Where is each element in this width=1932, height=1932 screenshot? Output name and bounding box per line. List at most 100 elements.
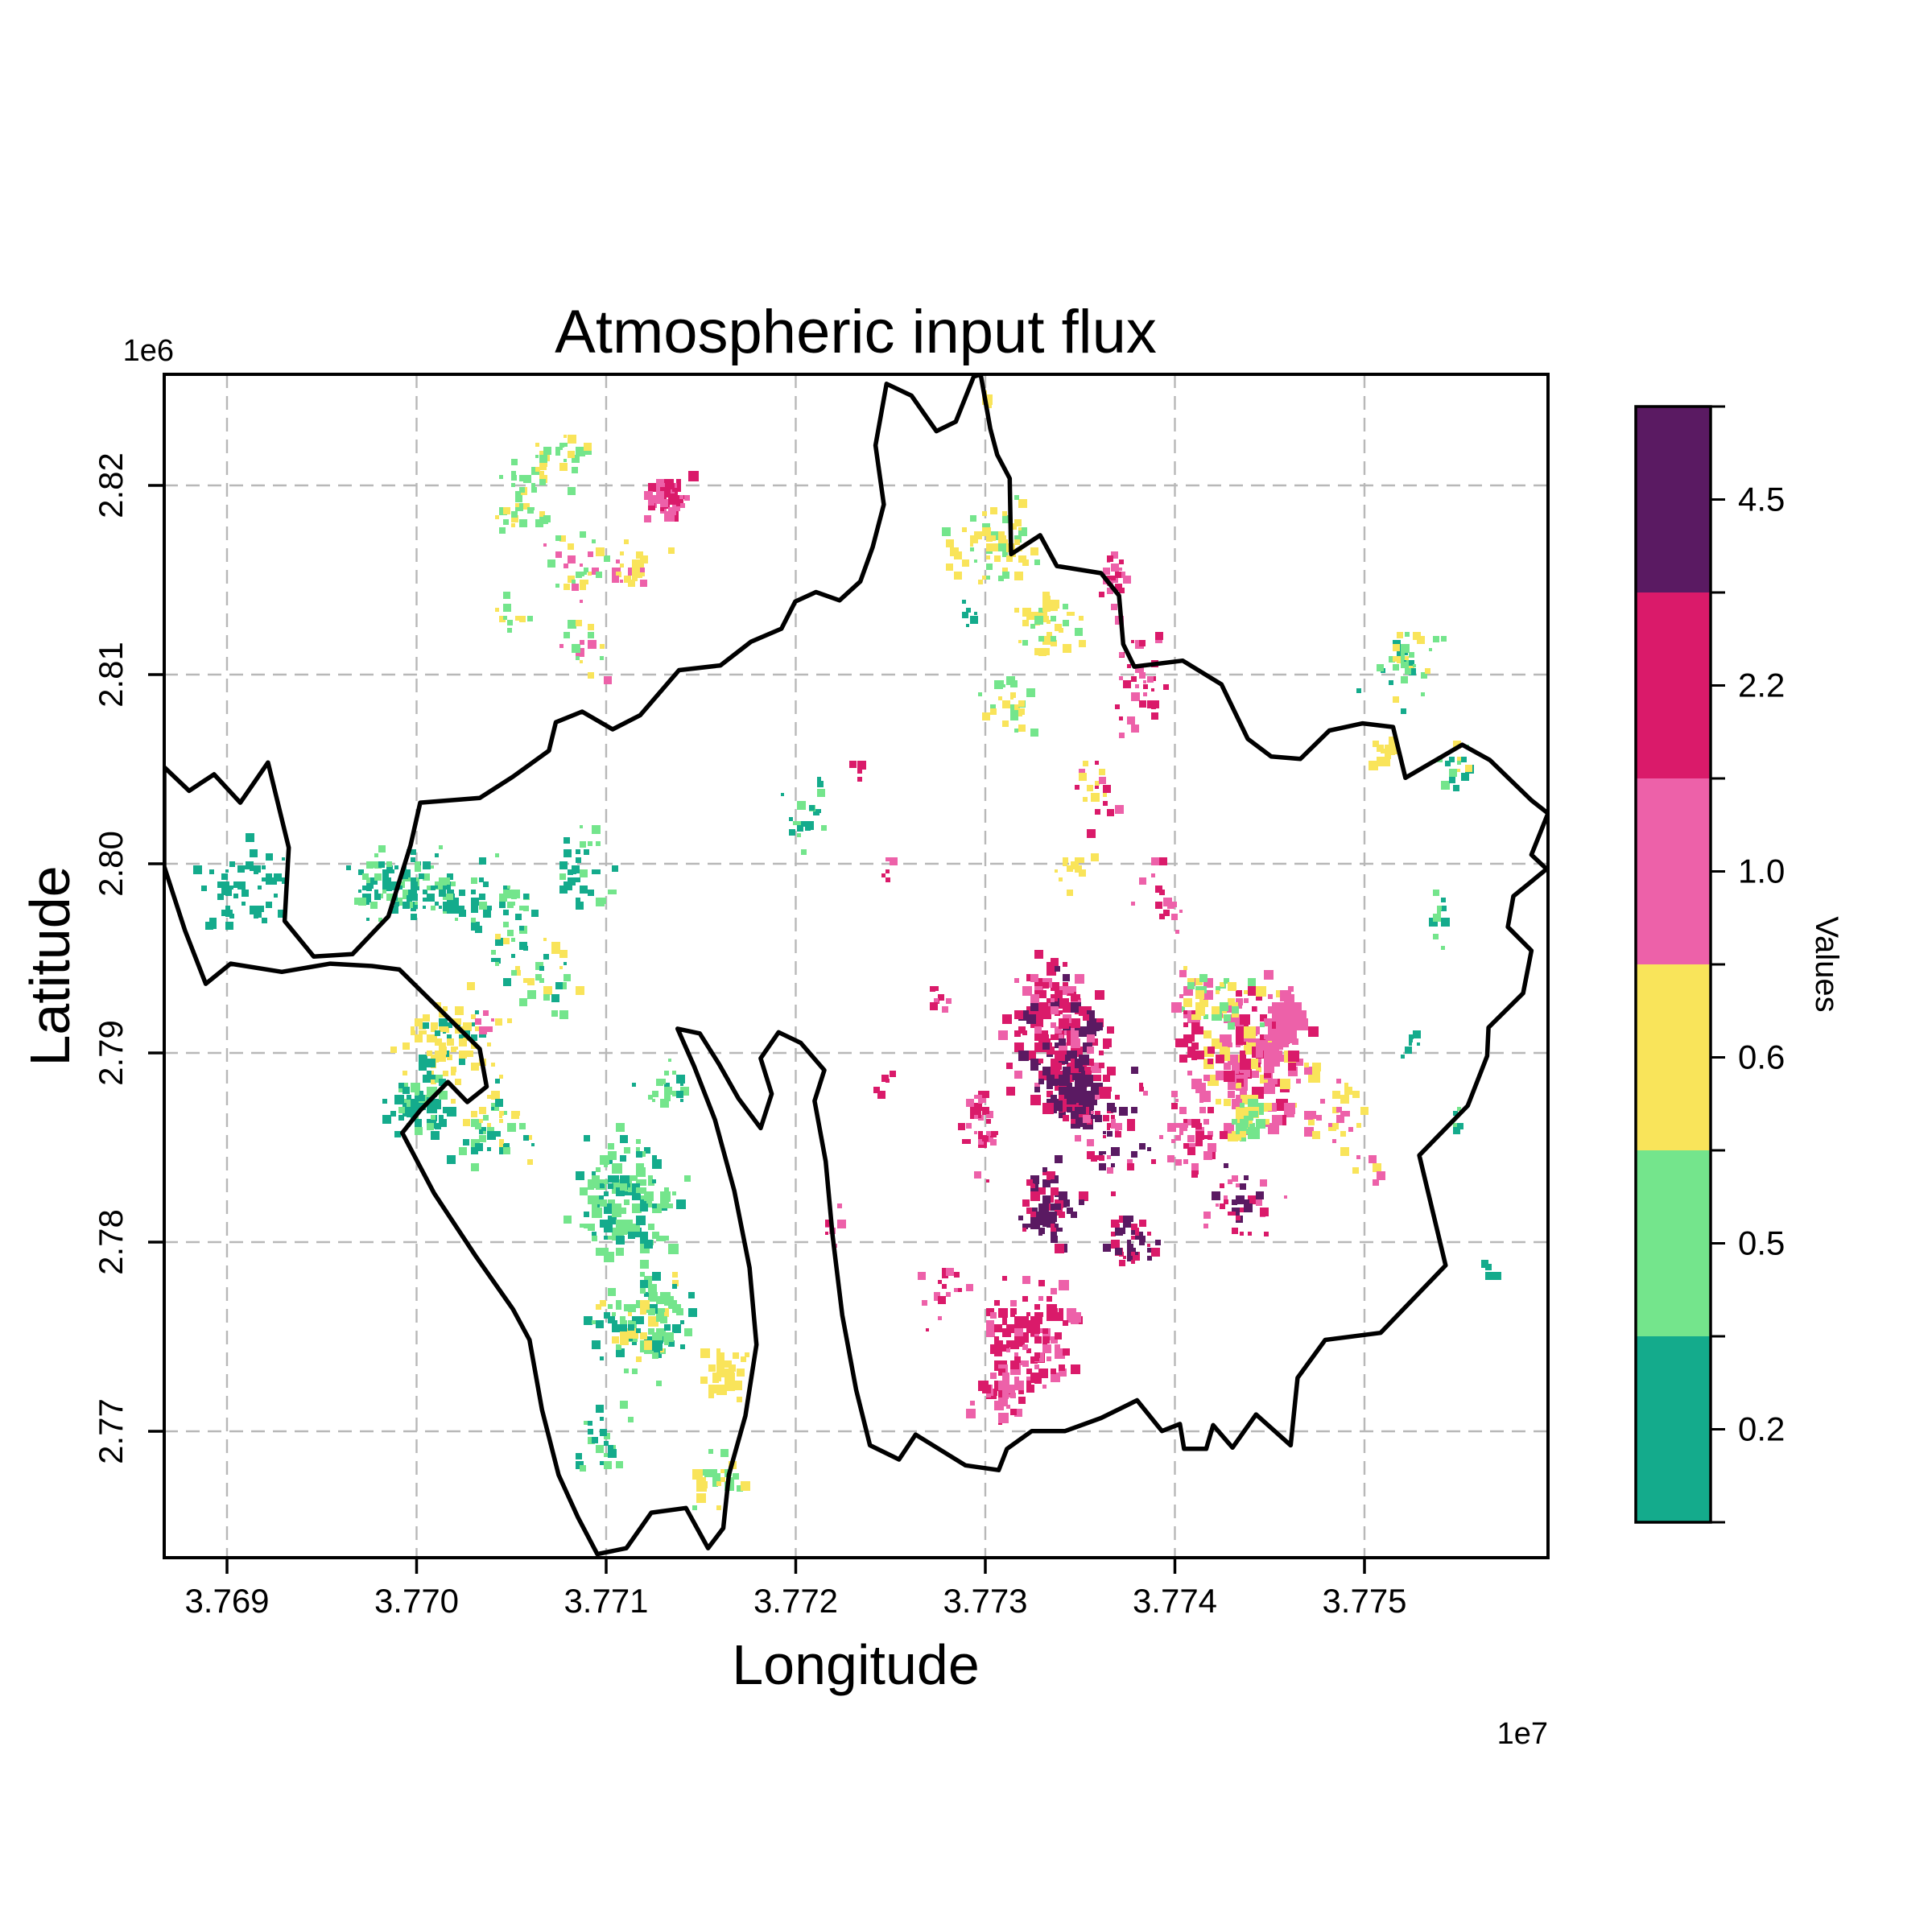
raster-cell [531,483,535,487]
raster-cell [1264,1083,1275,1094]
raster-cell [1095,785,1099,789]
raster-cell [439,1046,447,1055]
raster-cell [1087,1006,1092,1011]
raster-cell [398,1115,404,1121]
raster-cell [1340,1095,1349,1104]
raster-cell [1135,684,1139,688]
raster-cell [423,861,431,869]
raster-cell [1131,1260,1135,1264]
raster-cell [362,886,367,890]
raster-cell [608,1316,615,1323]
raster-cell [439,877,447,886]
raster-cell [427,1071,431,1075]
raster-cell [1481,1264,1485,1268]
raster-cell [1171,914,1178,920]
raster-cell [1171,1002,1182,1013]
raster-speckles [193,390,1501,1510]
raster-cell [1216,1055,1224,1063]
raster-cell [978,1131,983,1136]
raster-cell [668,487,675,493]
raster-cell [1336,1079,1341,1084]
raster-cell [1356,1155,1360,1159]
raster-cell [660,1099,669,1108]
raster-cell [600,656,604,660]
raster-cell [978,1099,983,1104]
raster-cell [463,1139,469,1146]
raster-cell [471,1123,474,1126]
raster-cell [733,1352,739,1359]
raster-cell [600,1300,606,1307]
raster-cell [1421,692,1425,696]
raster-cell [1042,1368,1046,1373]
raster-cell [580,825,583,828]
raster-cell [1038,636,1044,642]
raster-cell [596,572,602,578]
raster-cell [628,1328,638,1339]
raster-cell [402,1103,409,1109]
raster-cell [229,861,235,867]
raster-cell [1409,664,1414,670]
raster-cell [1240,1111,1247,1118]
raster-cell [1002,1316,1007,1321]
raster-cell [495,1099,503,1107]
raster-cell [1155,1240,1161,1245]
raster-cell [543,543,547,547]
raster-cell [1115,1095,1120,1100]
raster-cell [680,1344,685,1349]
colorbar-tick-label: 0.5 [1738,1224,1785,1262]
raster-cell [1248,1127,1260,1139]
raster-cell [1288,994,1294,1001]
raster-cell [1312,1131,1320,1139]
raster-cell [551,1010,558,1017]
raster-cell [1328,1123,1332,1127]
raster-cell [1368,761,1378,770]
raster-cell [419,1095,425,1101]
raster-cell [596,841,601,846]
raster-cell [1111,1163,1115,1167]
raster-cell [640,1332,647,1340]
raster-cell [974,1095,978,1099]
raster-cell [584,1135,590,1141]
raster-cell [1236,1034,1246,1045]
raster-cell [1055,966,1060,972]
raster-cell [1022,1030,1027,1035]
raster-cell [737,1397,742,1402]
raster-cell [982,576,986,580]
raster-cell [612,1336,619,1344]
raster-cell [1087,1034,1095,1042]
raster-cell [559,982,567,989]
raster-cell [966,608,971,613]
raster-cell [1252,1071,1259,1078]
raster-cell [1429,918,1438,927]
y-tick-label: 2.77 [92,1398,130,1464]
raster-cell [1038,1079,1044,1084]
raster-cell [423,890,427,894]
raster-cell [580,1224,584,1228]
raster-cell [209,918,217,925]
raster-cell [1401,676,1408,683]
raster-cell [1220,982,1224,987]
raster-cell [568,620,576,629]
raster-cell [817,781,824,787]
raster-cell [938,1296,946,1304]
raster-cell [519,1123,526,1129]
raster-cell [584,572,587,575]
raster-cell [1111,1115,1115,1119]
raster-cell [382,869,386,873]
raster-cell [1264,1063,1274,1073]
raster-cell [1103,1244,1111,1252]
raster-cell [398,886,402,890]
raster-cell [568,543,574,550]
raster-cell [1240,1208,1245,1212]
raster-cell [1103,568,1110,575]
raster-cell [1405,656,1409,660]
raster-cell [415,902,418,905]
raster-cell [447,873,453,880]
raster-cell [781,793,784,796]
raster-cell [1232,1212,1236,1216]
raster-cell [1288,986,1294,992]
raster-cell [1175,1123,1180,1128]
raster-cell [616,1187,625,1196]
raster-cell [423,1022,429,1029]
raster-cell [1332,1123,1339,1129]
